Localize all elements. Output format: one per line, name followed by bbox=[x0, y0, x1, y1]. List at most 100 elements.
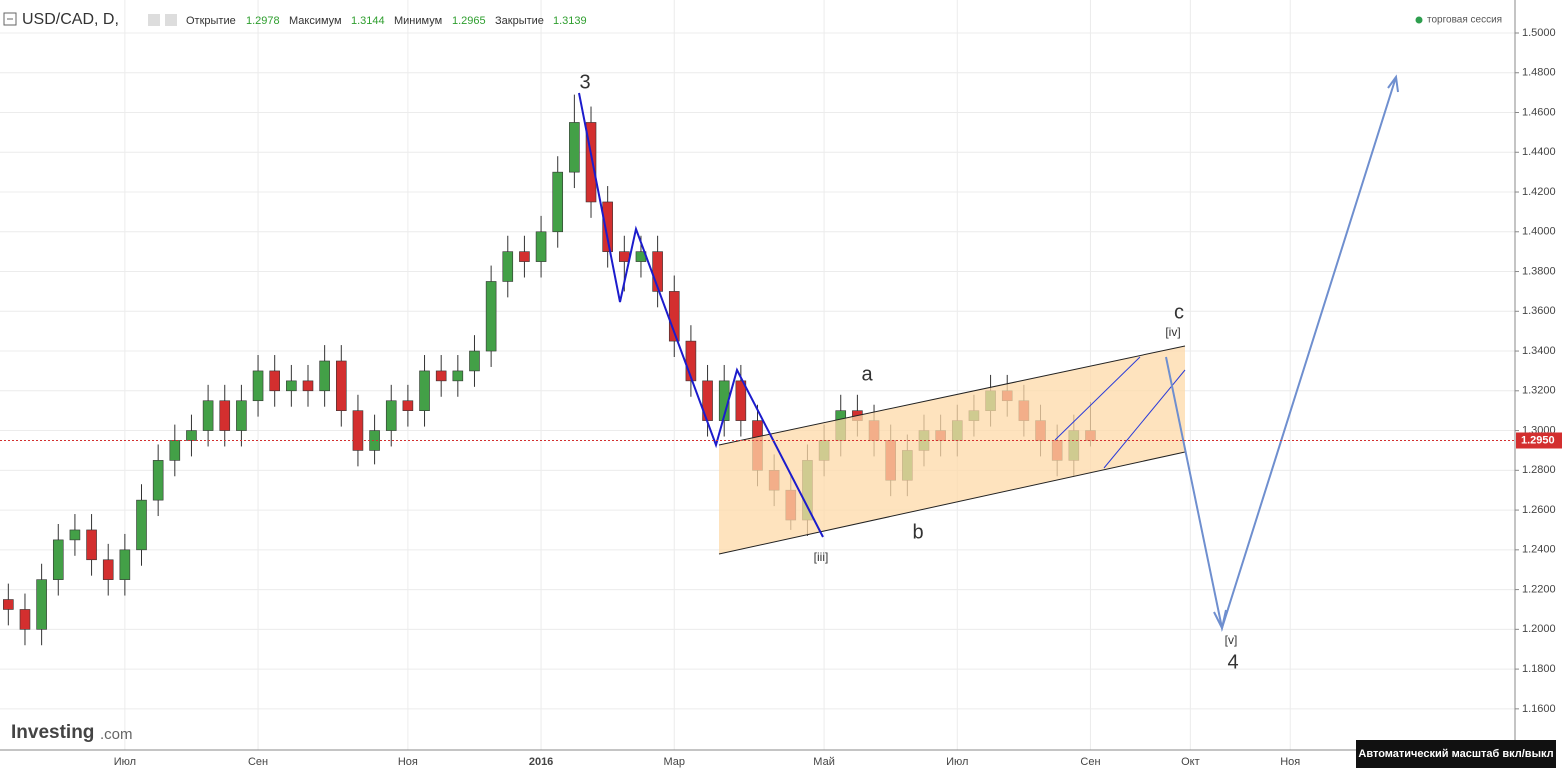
candle-body bbox=[186, 430, 197, 441]
candle-body bbox=[136, 499, 147, 551]
wave-label: [iii] bbox=[814, 550, 829, 564]
ohlc-value: 1.3144 bbox=[351, 15, 385, 27]
candle-body bbox=[402, 400, 414, 411]
candle-body bbox=[252, 370, 264, 402]
x-tick-label: Мар bbox=[663, 756, 685, 768]
y-tick-label: 1.2400 bbox=[1522, 544, 1556, 556]
candle-body bbox=[569, 122, 580, 173]
candle-body bbox=[36, 579, 47, 630]
wave-label: 3 bbox=[579, 71, 590, 93]
y-tick-label: 1.4000 bbox=[1522, 226, 1556, 238]
wave-label: b bbox=[912, 521, 923, 543]
y-tick-label: 1.3800 bbox=[1522, 265, 1556, 277]
y-tick-label: 1.4800 bbox=[1522, 67, 1556, 79]
ohlc-label: Закрытие bbox=[495, 15, 544, 27]
y-tick-label: 1.2000 bbox=[1522, 623, 1556, 635]
x-tick-label: Окт bbox=[1181, 756, 1200, 768]
candle-body bbox=[119, 549, 131, 580]
candle-body bbox=[385, 400, 397, 431]
y-tick-label: 1.2200 bbox=[1522, 583, 1556, 595]
y-tick-label: 1.3600 bbox=[1522, 305, 1556, 317]
header: USD/CAD, D, Открытие 1.2978 Максимум 1.3… bbox=[3, 11, 1556, 768]
y-tick-label: 1.3400 bbox=[1522, 345, 1556, 357]
last-price-label: 1.2950 bbox=[1521, 434, 1555, 446]
candle-body bbox=[335, 360, 347, 411]
ohlc-value: 1.3139 bbox=[553, 15, 587, 27]
wave-label: a bbox=[861, 363, 873, 385]
candle-body bbox=[286, 380, 297, 392]
ohlc-label: Открытие bbox=[186, 15, 236, 27]
candle-body bbox=[3, 599, 14, 610]
candle-body bbox=[169, 440, 181, 461]
settings-icon[interactable] bbox=[148, 14, 160, 26]
wave-line bbox=[1054, 356, 1141, 441]
x-tick-label: Июл bbox=[114, 756, 136, 768]
wave-label: [v] bbox=[1225, 633, 1238, 647]
candle-body bbox=[152, 460, 164, 501]
x-tick-label: Июл bbox=[946, 756, 968, 768]
grid bbox=[0, 0, 1515, 750]
candle-body bbox=[535, 231, 547, 262]
x-tick-label: Сен bbox=[1080, 756, 1100, 768]
candle-body bbox=[86, 529, 97, 561]
y-tick-label: 1.2800 bbox=[1522, 464, 1556, 476]
ohlc-label: Максимум bbox=[289, 15, 342, 27]
x-tick-label: Сен bbox=[248, 756, 268, 768]
x-tick-label: Ноя bbox=[1280, 756, 1300, 768]
candle-body bbox=[735, 380, 747, 421]
candle-body bbox=[219, 400, 231, 431]
y-tick-label: 1.4600 bbox=[1522, 106, 1556, 118]
channel-top bbox=[718, 345, 1186, 446]
candle-body bbox=[435, 370, 447, 382]
y-tick-label: 1.5000 bbox=[1522, 27, 1556, 39]
candle-body bbox=[585, 122, 597, 203]
candle-body bbox=[319, 360, 330, 392]
x-tick-label: Ноя bbox=[398, 756, 418, 768]
candle-body bbox=[452, 370, 464, 382]
ohlc-value: 1.2965 bbox=[452, 15, 486, 27]
session-dot bbox=[1415, 16, 1423, 24]
candle-body bbox=[69, 529, 81, 541]
candle-body bbox=[352, 410, 364, 451]
candle-body bbox=[485, 281, 497, 352]
wave-label: [iv] bbox=[1165, 325, 1180, 339]
collapse-icon[interactable] bbox=[3, 12, 17, 26]
candle-body bbox=[552, 171, 564, 233]
autoscale-label: Автоматический масштаб вкл/выкл bbox=[1358, 748, 1553, 760]
x-tick-label: 2016 bbox=[529, 756, 553, 768]
candle-body bbox=[52, 539, 64, 580]
candle-body bbox=[619, 251, 630, 262]
ohlc-label: Минимум bbox=[394, 15, 442, 27]
y-tick-label: 1.1800 bbox=[1522, 663, 1556, 675]
arrow-head bbox=[1387, 74, 1399, 93]
y-tick-label: 1.1600 bbox=[1522, 703, 1556, 715]
autoscale-button[interactable] bbox=[1356, 740, 1556, 768]
y-tick-label: 1.4400 bbox=[1522, 146, 1556, 158]
candle-body bbox=[202, 400, 214, 431]
candle-body bbox=[102, 559, 114, 580]
settings-icon[interactable] bbox=[165, 14, 177, 26]
wave-label: c bbox=[1174, 301, 1184, 323]
candle-body bbox=[302, 380, 314, 392]
wave-line bbox=[578, 92, 824, 538]
arrow-head bbox=[1213, 609, 1227, 631]
channel-bottom bbox=[718, 451, 1186, 555]
wave-annotations: 3 a b c [iv] [iii] [v] 4 bbox=[578, 71, 1399, 673]
y-tick-label: 1.3200 bbox=[1522, 385, 1556, 397]
last-price-box bbox=[1516, 432, 1562, 449]
brand-suffix: .com bbox=[100, 726, 133, 743]
wave-label: 4 bbox=[1227, 651, 1238, 673]
candle-body bbox=[469, 350, 480, 372]
candle-body bbox=[236, 400, 247, 431]
x-tick-label: Май bbox=[813, 756, 835, 768]
candle-body bbox=[519, 251, 530, 262]
y-tick-label: 1.2600 bbox=[1522, 504, 1556, 516]
ohlc-value: 1.2978 bbox=[246, 15, 280, 27]
candle-body bbox=[419, 370, 430, 411]
brand: Investing bbox=[11, 722, 94, 743]
candle-body bbox=[369, 430, 380, 451]
candle-body bbox=[269, 370, 280, 392]
